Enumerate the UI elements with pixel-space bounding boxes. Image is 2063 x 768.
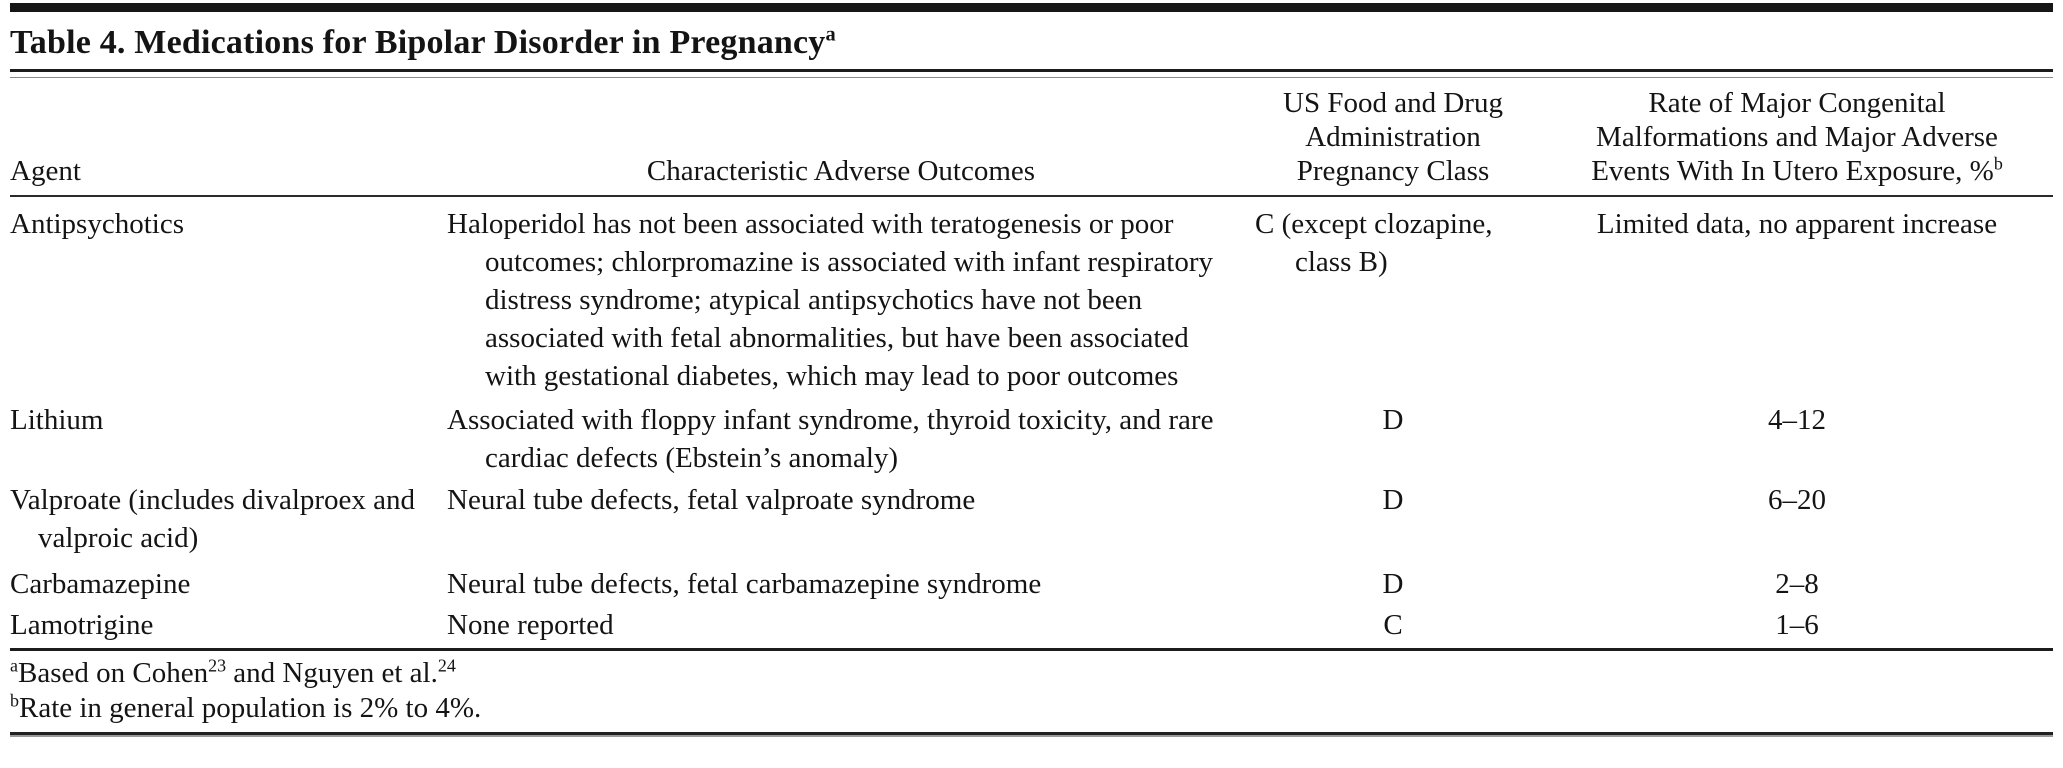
cell-fda-class: C (1383, 609, 1403, 641)
cell-fda-class: D (1382, 404, 1404, 436)
cell-fda-class: C (except clozapine, class B) (1255, 208, 1493, 278)
footnote-a-marker: a (10, 655, 18, 676)
table-title-text: Table 4. Medications for Bipolar Disorde… (10, 24, 826, 61)
cell-agent: Lamotrigine (10, 609, 154, 641)
title-double-rule (10, 69, 2053, 78)
table-row-lithium: Lithium Associated with floppy infant sy… (10, 401, 2053, 477)
table-row-valproate: Valproate (includes divalproex and valpr… (10, 481, 2053, 557)
body-bottom-rule (10, 648, 2053, 651)
footnote-b: bRate in general population is 2% to 4%. (10, 691, 2053, 726)
cell-fda-class: D (1382, 484, 1404, 516)
footnote-a-text-2: and Nguyen et al. (226, 657, 438, 689)
header-rule (10, 195, 2053, 197)
cell-outcomes: None reported (447, 609, 614, 641)
cell-rate: 2–8 (1775, 568, 1819, 600)
cell-rate: 6–20 (1768, 484, 1826, 516)
footnotes: aBased on Cohen23 and Nguyen et al.24 bR… (10, 656, 2053, 726)
header-malformation-rate: Rate of Major Congenital Malformations a… (1539, 86, 2053, 188)
table-row-carbamazepine: Carbamazepine Neural tube defects, fetal… (10, 565, 2053, 603)
bottom-double-rule (10, 732, 2053, 735)
table-header-row: Agent Characteristic Adverse Outcomes US… (10, 78, 2053, 195)
header-rate-line-3-text: Events With In Utero Exposure, % (1591, 155, 1994, 187)
table-row-antipsychotics: Antipsychotics Haloperidol has not been … (10, 197, 2053, 395)
header-rate-line-3: Events With In Utero Exposure, %b (1545, 154, 2049, 188)
table-row-lamotrigine: Lamotrigine None reported C 1–6 (10, 606, 2053, 644)
header-rate-superscript: b (1993, 153, 2003, 174)
cell-outcomes: Associated with floppy infant syndrome, … (447, 404, 1214, 474)
cell-agent: Valproate (includes divalproex and valpr… (10, 484, 416, 554)
cell-rate: Limited data, no apparent increase (1596, 208, 1998, 240)
cell-fda-class: D (1382, 568, 1404, 600)
top-rule-bar (10, 3, 2053, 12)
footnote-a-ref-23: 23 (208, 655, 227, 676)
footnote-a-text-1: Based on Cohen (17, 657, 209, 689)
cell-agent: Carbamazepine (10, 568, 191, 600)
cell-outcomes: Neural tube defects, fetal valproate syn… (447, 484, 976, 516)
footnote-a: aBased on Cohen23 and Nguyen et al.24 (10, 656, 2053, 691)
footnote-a-ref-24: 24 (437, 655, 456, 676)
header-fda-pregnancy-class: US Food and Drug Administration Pregnanc… (1247, 86, 1539, 188)
cell-agent: Antipsychotics (10, 208, 184, 240)
table-title-superscript: a (825, 23, 836, 46)
header-agent: Agent (10, 155, 81, 187)
footnote-b-text: Rate in general population is 2% to 4%. (18, 692, 482, 724)
title-rule-thick (10, 69, 2053, 72)
header-rate-line-1: Rate of Major Congenital (1648, 87, 1946, 119)
table-title: Table 4. Medications for Bipolar Disorde… (10, 21, 2053, 65)
cell-outcomes: Haloperidol has not been associated with… (447, 208, 1214, 392)
header-rate-line-2: Malformations and Major Adverse (1596, 121, 1998, 153)
header-fda-line-3: Pregnancy Class (1296, 155, 1490, 187)
cell-rate: 1–6 (1775, 609, 1819, 641)
footnote-b-marker: b (10, 690, 19, 711)
header-fda-line-1: US Food and Drug (1283, 87, 1503, 119)
header-outcomes: Characteristic Adverse Outcomes (646, 155, 1036, 187)
cell-agent: Lithium (10, 404, 104, 436)
table-body: Antipsychotics Haloperidol has not been … (10, 197, 2053, 644)
header-fda-line-2: Administration (1305, 121, 1481, 153)
cell-rate: 4–12 (1768, 404, 1826, 436)
title-rule-thin (10, 77, 2053, 78)
cell-outcomes: Neural tube defects, fetal carbamazepine… (447, 568, 1042, 600)
